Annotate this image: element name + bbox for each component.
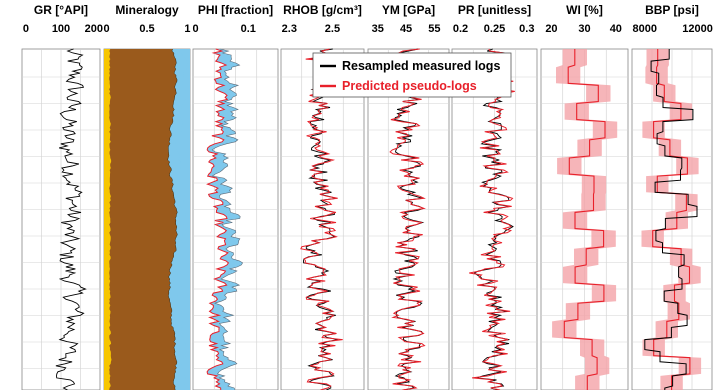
mineral-fill-brown: [104, 49, 178, 390]
legend: Resampled measured logs Predicted pseudo-…: [312, 52, 512, 98]
tick-label-pr-1: 0.25: [484, 23, 505, 35]
track-ym: YM [GPa] 35 45 55: [367, 3, 450, 390]
uncertainty-band-bbp: [641, 49, 702, 390]
tick-label-ym-2: 55: [428, 23, 440, 35]
tick-label-ym-0: 35: [372, 23, 384, 35]
tick-label-rhob-0: 2.3: [282, 23, 297, 35]
phi-fill: [207, 49, 243, 390]
phi-outer-line: [211, 48, 244, 390]
tick-label-ym-1: 45: [400, 23, 412, 35]
tick-label-bbp-1: 12000: [682, 23, 713, 35]
track-title-phi: PHI [fraction]: [198, 3, 273, 17]
legend-label-1: Predicted pseudo-logs: [342, 79, 477, 93]
series-bbp-predicted: [652, 49, 691, 390]
track-title-ym: YM [GPa]: [382, 3, 435, 17]
tick-label-pr-0: 0.2: [453, 23, 468, 35]
tick-label-phi-1: 0.1: [241, 23, 256, 35]
mineral-boundary-line: [167, 48, 178, 390]
track-min: Mineralogy 0 0.5 1: [104, 3, 190, 390]
tick-label-bbp-0: 8000: [633, 23, 657, 35]
series-wi-predicted: [563, 49, 606, 390]
mineral-fill-yellow: [104, 49, 112, 390]
track-title-rhob: RHOB [g/cm³]: [283, 3, 362, 17]
series-rhob-predicted: [300, 48, 343, 390]
tick-label-pr-2: 0.3: [519, 23, 534, 35]
tick-label-rhob-1: 2.5: [325, 23, 340, 35]
uncertainty-band-wi: [552, 49, 618, 390]
track-pr: PR [unitless] 0.2 0.25 0.3: [451, 3, 538, 390]
track-wi: WI [%] 20 30 40: [540, 3, 629, 390]
track-title-pr: PR [unitless]: [458, 3, 531, 17]
tick-label-phi-0: 0: [192, 23, 198, 35]
series-pr-predicted: [469, 48, 515, 390]
track-title-bbp: BBP [psi]: [645, 3, 699, 17]
legend-label-0: Resampled measured logs: [342, 59, 500, 73]
series-phi-predicted: [206, 48, 230, 390]
tick-label-gr-0: 0: [23, 23, 29, 35]
tick-label-wi-2: 40: [610, 23, 622, 35]
tick-label-min-2: 1: [184, 23, 190, 35]
tick-label-wi-0: 20: [545, 23, 557, 35]
track-gr: GR [°API] 0 100 200: [21, 3, 103, 390]
track-title-min: Mineralogy: [115, 3, 179, 17]
series-ym-predicted: [389, 48, 427, 390]
legend-box: [312, 52, 512, 98]
tick-label-min-0: 0: [104, 23, 110, 35]
track-rhob: RHOB [g/cm³] 2.3 2.5: [280, 3, 365, 390]
track-title-wi: WI [%]: [566, 3, 603, 17]
track-phi: PHI [fraction]0 0.1: [192, 3, 279, 390]
track-bbp: BBP [psi] 8000 12000: [631, 3, 713, 390]
series-gr-measured: [55, 48, 87, 390]
series-bbp-measured: [644, 49, 698, 390]
tick-label-min-1: 0.5: [139, 23, 154, 35]
tick-label-wi-1: 30: [578, 23, 590, 35]
header-background: [0, 0, 726, 49]
tick-label-gr-1: 100: [52, 23, 70, 35]
track-title-gr: GR [°API]: [34, 3, 88, 17]
tick-label-gr-2: 200: [85, 23, 103, 35]
